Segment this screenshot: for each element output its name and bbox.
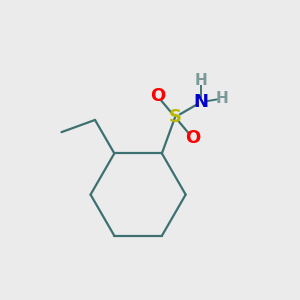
- Text: S: S: [169, 108, 182, 126]
- Text: H: H: [194, 73, 207, 88]
- Text: O: O: [185, 129, 200, 147]
- Text: N: N: [193, 93, 208, 111]
- Text: H: H: [215, 91, 228, 106]
- Text: O: O: [150, 87, 165, 105]
